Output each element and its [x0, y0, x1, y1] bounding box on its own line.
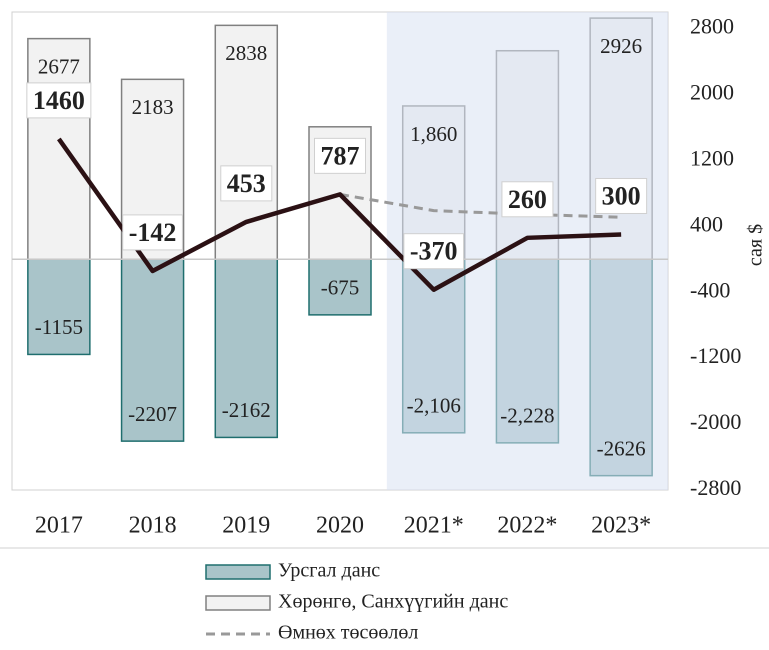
y-tick-label: 1200	[690, 145, 734, 170]
bar	[120, 258, 185, 442]
bar-label: -2207	[128, 402, 177, 426]
y-tick-label: 2000	[690, 79, 734, 104]
line-label-box	[403, 233, 465, 270]
line-label: -142	[129, 218, 177, 247]
y-axis-label: сая $	[745, 224, 767, 266]
bar-label: -675	[321, 276, 360, 300]
line-label-box	[220, 165, 273, 202]
bar-label: 1,860	[410, 122, 457, 146]
bar-label: -2,228	[500, 404, 554, 428]
x-tick-label: 2018	[129, 513, 177, 539]
line-label: -370	[410, 237, 458, 266]
x-tick-label: 2020	[316, 513, 364, 539]
bar-label: -2,106	[407, 394, 461, 418]
bar-label: -2162	[222, 398, 271, 422]
y-tick-label: -2000	[690, 409, 741, 434]
legend-swatch	[205, 595, 271, 611]
legend-swatch	[205, 564, 271, 580]
line-label-box	[26, 82, 92, 119]
x-tick-label: 2019	[222, 513, 270, 539]
x-tick-label: 2017	[35, 513, 83, 539]
x-tick-label: 2022*	[497, 513, 557, 539]
line-label: 260	[508, 185, 547, 214]
legend-label: Урсгал данс	[278, 560, 380, 582]
y-tick-label: -2800	[690, 475, 741, 500]
line-label: 1460	[33, 86, 85, 115]
line-label-box	[501, 181, 554, 218]
bar-label: -1155	[35, 315, 83, 339]
bar	[27, 37, 91, 260]
y-tick-label: -400	[690, 277, 730, 302]
line	[57, 137, 622, 292]
line-label: 453	[227, 169, 266, 198]
line-label: 787	[321, 141, 360, 170]
dashed-line	[339, 192, 622, 219]
legend-label: Хөрөнгө, Санхүүгийн данс	[278, 591, 508, 613]
bar	[308, 258, 372, 316]
y-tick-label: -1200	[690, 343, 741, 368]
line-label-box	[595, 177, 648, 214]
y-tick-label: 2800	[690, 14, 734, 39]
x-tick-label: 2023*	[591, 513, 651, 539]
bar-label: 2677	[38, 54, 80, 78]
line-label-box	[122, 214, 183, 251]
bar-label: -2626	[597, 436, 646, 460]
bar-label: 2183	[132, 95, 174, 119]
x-tick-label: 2021*	[404, 513, 464, 539]
legend-label: Өмнөх төсөөлөл	[278, 622, 418, 644]
y-tick-label: 400	[690, 211, 723, 236]
line-label-box	[314, 137, 366, 174]
line-label: 300	[602, 181, 641, 210]
bar	[27, 258, 91, 356]
bar-label: 2926	[600, 34, 642, 58]
bar-label: 2838	[225, 41, 267, 65]
